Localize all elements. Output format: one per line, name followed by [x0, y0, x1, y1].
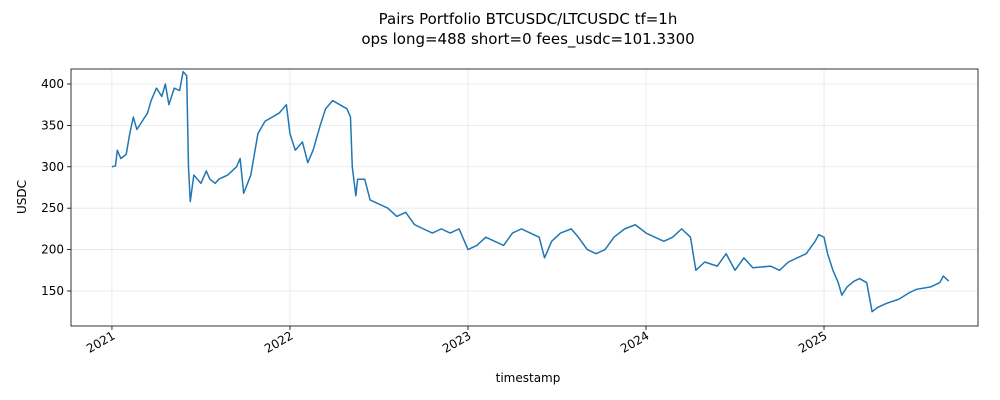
chart-subtitle: ops long=488 short=0 fees_usdc=101.3300	[361, 30, 694, 49]
y-tick-label: 400	[41, 77, 64, 91]
y-axis-label: USDC	[15, 180, 29, 214]
data-line	[111, 70, 950, 313]
y-tick-label: 150	[41, 284, 64, 298]
axes-frame	[70, 68, 979, 327]
y-tick-label: 350	[41, 118, 64, 132]
y-tick-label: 300	[41, 160, 64, 174]
x-axis-label: timestamp	[496, 371, 561, 385]
y-tick-label: 200	[41, 243, 64, 257]
y-tick-label: 250	[41, 201, 64, 215]
chart-title: Pairs Portfolio BTCUSDC/LTCUSDC tf=1h	[379, 10, 678, 28]
